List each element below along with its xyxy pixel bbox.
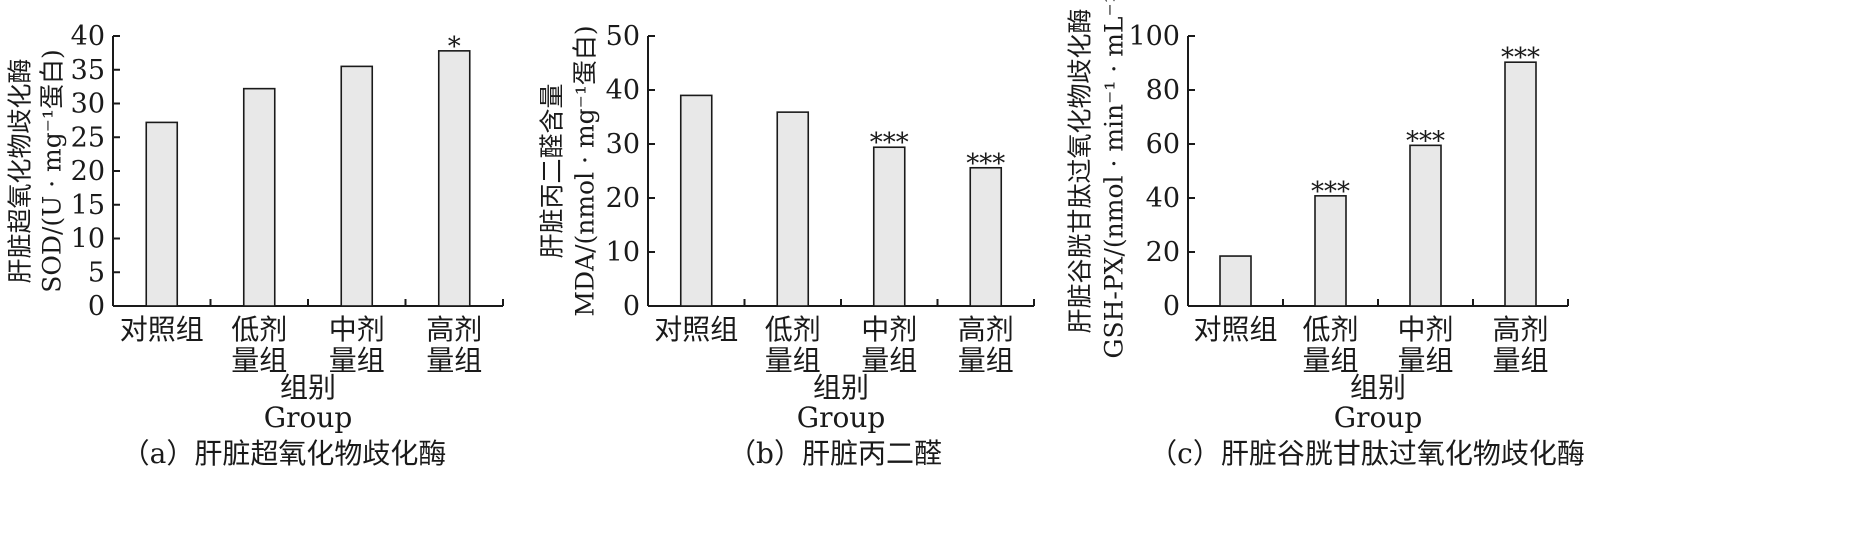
- category-label: 量组: [329, 344, 385, 377]
- x-axis-label-en: Group: [1334, 401, 1423, 434]
- significance-mark: ***: [870, 128, 909, 158]
- y-tick-label: 10: [606, 237, 640, 268]
- category-label: 低剂: [231, 313, 287, 346]
- bar: [1314, 195, 1347, 307]
- category-label: 低剂: [765, 313, 821, 346]
- y-tick-label: 40: [606, 75, 640, 106]
- chart-panel-c: 020406080100对照组***低剂量组***中剂量组***高剂量组组别Gr…: [1066, 0, 1585, 470]
- bar: [872, 146, 906, 307]
- significance-mark: *: [448, 32, 461, 62]
- y-axis-label-cn: 肝脏丙二醛含量: [538, 83, 567, 258]
- y-tick-label: 80: [1146, 75, 1180, 106]
- y-tick-label: 40: [71, 21, 105, 52]
- bar: [340, 65, 374, 307]
- bar: [776, 111, 810, 307]
- y-tick-label: 20: [71, 156, 105, 187]
- category-label: 低剂: [1302, 313, 1358, 346]
- y-tick-label: 30: [606, 129, 640, 160]
- y-axis-label-unit: GSH-PX/(nmol · min⁻¹ · mL⁻¹): [1100, 0, 1129, 358]
- y-tick-label: 40: [1146, 183, 1180, 214]
- bar: [1219, 255, 1252, 307]
- category-label: 量组: [231, 344, 287, 377]
- category-label: 高剂: [958, 313, 1014, 346]
- x-axis-label-cn: 组别: [1350, 371, 1406, 404]
- x-axis-label-en: Group: [264, 401, 353, 434]
- y-tick-label: 25: [71, 122, 105, 153]
- y-axis-label-unit: MDA/(nmol · mg⁻¹蛋白): [571, 25, 600, 316]
- panel-caption: （b）肝脏丙二醛: [728, 437, 942, 470]
- y-axis-label-cn: 肝脏谷胱甘肽过氧化物歧化酶: [1066, 8, 1095, 333]
- significance-mark: ***: [1501, 43, 1540, 73]
- y-tick-label: 20: [1146, 237, 1180, 268]
- panel-caption: （a）肝脏超氧化物歧化酶: [122, 437, 447, 470]
- y-tick-label: 100: [1128, 21, 1180, 52]
- category-label: 量组: [958, 344, 1014, 377]
- category-label: 量组: [1492, 344, 1548, 377]
- bar: [437, 50, 471, 307]
- y-tick-label: 50: [606, 21, 640, 52]
- bar: [242, 87, 276, 307]
- y-tick-label: 0: [623, 291, 640, 322]
- category-label: 中剂: [1397, 313, 1453, 346]
- bar: [1409, 144, 1442, 307]
- y-tick-label: 0: [88, 291, 105, 322]
- category-label: 中剂: [861, 313, 917, 346]
- significance-mark: ***: [1406, 126, 1445, 156]
- y-tick-label: 0: [1163, 291, 1180, 322]
- bar: [145, 121, 179, 307]
- y-tick-label: 20: [606, 183, 640, 214]
- bar: [969, 166, 1003, 307]
- y-tick-label: 30: [71, 89, 105, 120]
- y-axis-label-unit: SOD/(U · mg⁻¹蛋白): [38, 49, 67, 292]
- x-axis-label-en: Group: [797, 401, 886, 434]
- y-tick-label: 5: [88, 257, 105, 288]
- category-label: 量组: [861, 344, 917, 377]
- bar: [1504, 61, 1537, 307]
- significance-mark: ***: [1311, 177, 1350, 207]
- x-axis-label-cn: 组别: [813, 371, 869, 404]
- category-label: 量组: [426, 344, 482, 377]
- category-label: 中剂: [329, 313, 385, 346]
- bar: [679, 94, 713, 307]
- y-tick-label: 10: [71, 224, 105, 255]
- y-tick-label: 60: [1146, 129, 1180, 160]
- category-label: 量组: [765, 344, 821, 377]
- y-axis-label-cn: 肝脏超氧化物歧化酶: [6, 58, 35, 283]
- category-label: 量组: [1397, 344, 1453, 377]
- x-axis-label-cn: 组别: [280, 371, 336, 404]
- category-label: 对照组: [120, 313, 204, 346]
- y-tick-label: 35: [71, 55, 105, 86]
- y-tick-label: 15: [71, 190, 105, 221]
- category-label: 高剂: [1492, 313, 1548, 346]
- category-label: 对照组: [1193, 313, 1277, 346]
- category-label: 高剂: [426, 313, 482, 346]
- category-label: 量组: [1302, 344, 1358, 377]
- significance-mark: ***: [966, 149, 1005, 179]
- category-label: 对照组: [654, 313, 738, 346]
- panel-caption: （c）肝脏谷胱甘肽过氧化物歧化酶: [1149, 437, 1585, 470]
